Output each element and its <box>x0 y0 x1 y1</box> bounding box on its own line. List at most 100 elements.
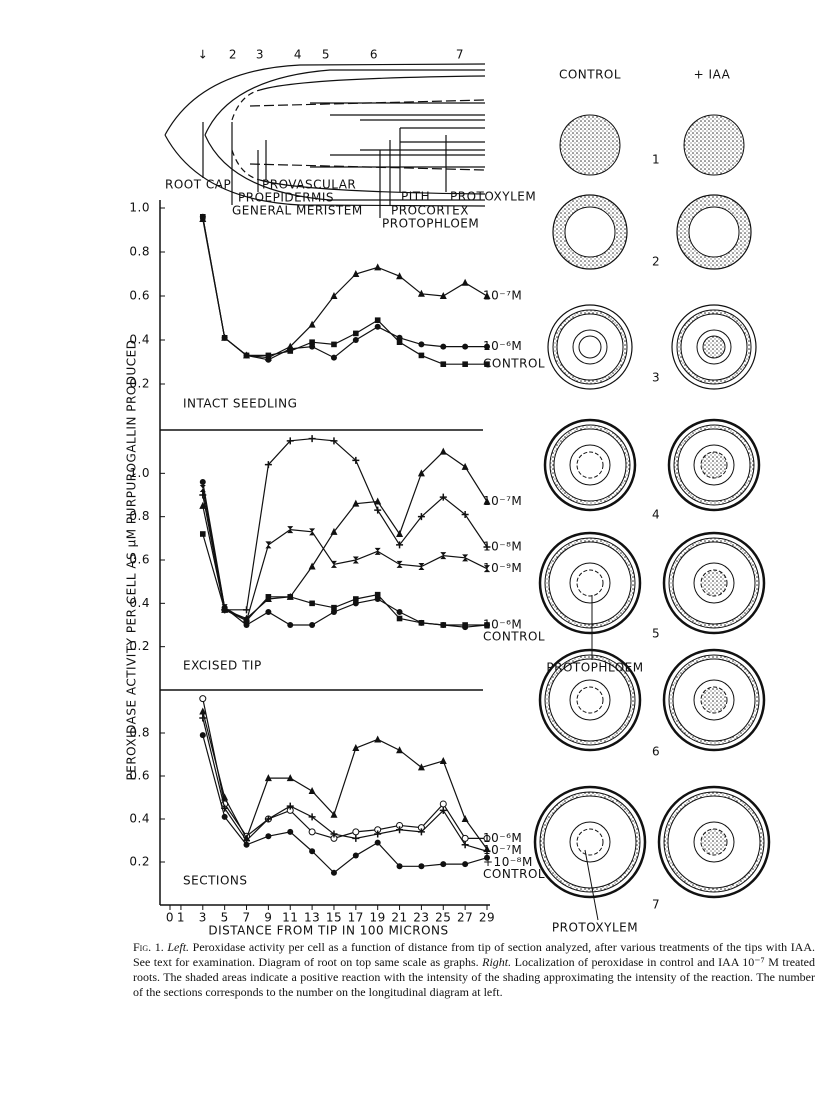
data-point <box>352 600 359 607</box>
data-point <box>418 563 425 570</box>
data-point <box>309 622 316 628</box>
tissue-label: ROOT CAP <box>165 178 231 192</box>
stele-core <box>578 335 602 359</box>
data-point <box>199 714 207 722</box>
series-label: 10⁻⁶M <box>483 618 522 632</box>
series-line <box>202 717 488 852</box>
data-point <box>417 513 425 521</box>
data-point <box>199 479 206 485</box>
column-header: CONTROL <box>559 68 621 82</box>
caption-text: Left. <box>167 940 190 954</box>
series-label: 10⁻⁹M <box>483 561 522 575</box>
data-point <box>330 560 337 568</box>
data-point <box>199 732 206 739</box>
data-point <box>264 774 272 782</box>
x-tick-label: 21 <box>391 911 407 925</box>
caption: Fig. 1. Left. Peroxidase activity per ce… <box>133 940 815 1000</box>
data-point <box>462 343 469 350</box>
series-line <box>202 711 488 850</box>
data-point <box>308 320 316 328</box>
series-line <box>202 216 487 365</box>
section-ring <box>662 531 766 635</box>
data-point <box>396 826 404 834</box>
section-ring <box>543 418 637 512</box>
data-point <box>264 461 272 469</box>
section-ring <box>667 418 761 512</box>
data-point <box>352 270 360 277</box>
data-point <box>286 774 294 782</box>
y-tick-label: 0.4 <box>129 596 150 610</box>
x-tick-label: 23 <box>413 911 429 925</box>
data-point <box>287 622 294 628</box>
cross-sections: 1 2 3 4 5 6 7 <box>533 114 771 912</box>
data-point <box>440 552 447 560</box>
data-point <box>199 695 207 703</box>
data-point <box>484 361 490 367</box>
x-tick-label: 0 <box>166 911 174 925</box>
data-point <box>439 756 447 764</box>
data-point <box>417 828 425 836</box>
series-label: 10⁻⁶M <box>483 339 522 353</box>
data-point <box>221 813 228 820</box>
stele-core <box>702 335 726 359</box>
x-tick-label: 1 <box>177 911 185 925</box>
data-point <box>221 335 228 341</box>
data-point <box>461 511 469 518</box>
stele-core <box>700 686 728 714</box>
data-point <box>331 604 337 611</box>
data-point <box>374 591 381 598</box>
data-point <box>352 456 360 464</box>
section-number: 4 <box>652 508 660 522</box>
series-line <box>202 488 488 622</box>
series-line <box>202 698 487 839</box>
tissue-label: PITH <box>401 190 430 204</box>
data-point <box>418 620 425 626</box>
series-label: 10⁻⁷M <box>483 289 522 303</box>
section-ring <box>671 304 757 390</box>
section-disc <box>683 114 745 176</box>
caption-text: Localization of peroxidase in control an… <box>133 955 816 999</box>
section-number: 5 <box>652 627 660 641</box>
data-point <box>484 622 490 628</box>
data-point <box>462 554 469 562</box>
data-point <box>483 834 491 842</box>
data-point <box>309 848 316 855</box>
x-tick-label: 3 <box>199 911 207 925</box>
section-ring <box>533 785 647 899</box>
data-point <box>440 361 447 367</box>
data-point <box>199 707 207 715</box>
x-tick-label: 25 <box>435 911 451 925</box>
data-point <box>308 828 316 836</box>
data-point <box>330 609 337 615</box>
series-label: 10⁻⁸M <box>483 540 522 554</box>
data-point <box>462 622 468 628</box>
y-tick-label: 0.2 <box>129 855 150 869</box>
caption-text: Right. <box>482 955 512 969</box>
y-tick-label: 0.2 <box>129 639 150 653</box>
series-label: +10⁻⁸M <box>483 855 533 869</box>
section-number: 1 <box>652 153 660 167</box>
stele-core <box>576 569 604 597</box>
data-point <box>440 861 447 868</box>
y-tick-label: 0.8 <box>129 726 150 740</box>
data-point <box>417 289 425 297</box>
y-tick-label: 0.4 <box>129 812 150 826</box>
x-tick-label: 11 <box>282 911 298 925</box>
section-number: 6 <box>652 745 660 759</box>
section-ring <box>662 648 766 752</box>
section-ring <box>688 206 740 258</box>
section-marker: 4 <box>294 48 302 62</box>
section-disc <box>559 114 621 176</box>
series-label: 10⁻⁷M <box>483 843 522 857</box>
section-number: 7 <box>652 898 660 912</box>
data-point <box>243 622 250 628</box>
data-point <box>265 833 272 840</box>
tissue-label: PROCORTEX <box>391 204 469 218</box>
data-point <box>264 815 272 823</box>
data-point <box>462 861 469 868</box>
data-point <box>243 617 250 624</box>
y-tick-label: 0.4 <box>129 333 150 347</box>
section-marker: 3 <box>256 48 264 62</box>
data-point <box>352 337 359 343</box>
data-point <box>439 447 447 455</box>
